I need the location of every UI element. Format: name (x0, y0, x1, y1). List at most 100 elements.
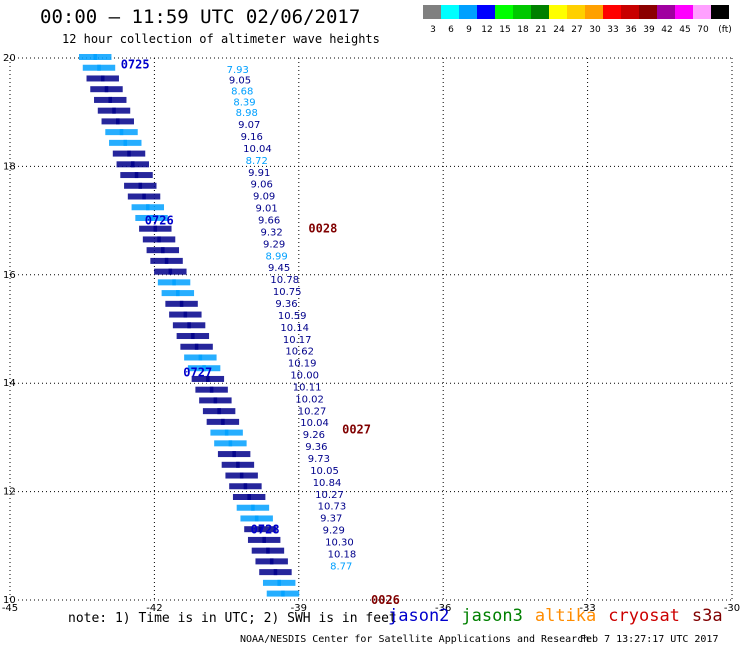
wave-height-reading: 9.91 (248, 168, 270, 179)
wave-height-reading: 9.66 (258, 216, 280, 227)
track-mark (239, 472, 258, 479)
track-mark (161, 247, 180, 254)
track-mark (247, 536, 266, 543)
scale-units: (ft) (718, 25, 732, 35)
satellite-legend-s3a: s3a (691, 606, 723, 626)
track-mark (112, 107, 131, 114)
track-mark (90, 86, 109, 93)
wave-height-reading: 8.99 (265, 251, 287, 262)
track-mark (157, 279, 176, 286)
jason2-swath-a (79, 54, 285, 597)
longitude-tick-label: -33 (579, 603, 595, 614)
scale-swatch (621, 5, 639, 19)
longitude-tick-label: -36 (435, 603, 451, 614)
wave-height-reading: 10.02 (295, 394, 324, 405)
wave-height-reading: 9.01 (256, 204, 278, 215)
map-frame (10, 58, 732, 600)
latitude-tick-label: 14 (3, 378, 16, 389)
scale-label: 36 (625, 25, 637, 35)
track-mark (108, 96, 127, 103)
track-mark (109, 139, 128, 146)
track-mark (224, 429, 243, 436)
wave-height-reading: 10.17 (283, 335, 312, 346)
satellite-legend-jason3: jason3 (461, 606, 523, 626)
track-mark (221, 418, 240, 425)
track-mark (131, 204, 150, 211)
track-mark (97, 107, 116, 114)
wave-height-reading: 10.59 (278, 311, 307, 322)
track-mark (225, 472, 244, 479)
wave-height-color-scale: 3 6 9 12 15 18 21 24 27 30 33 36 39 42 45 70 (ft) (423, 5, 732, 35)
wave-height-reading: 8.68 (231, 87, 253, 98)
scale-label: 42 (661, 25, 672, 35)
track-mark (221, 461, 240, 468)
track-mark (187, 365, 206, 372)
track-mark (127, 150, 146, 157)
track-mark (183, 311, 202, 318)
pass-time-label: 0026 (371, 593, 400, 607)
track-mark (269, 558, 288, 565)
wave-height-reading: 10.04 (243, 144, 272, 155)
wave-height-reading: 9.45 (268, 263, 290, 274)
wave-height-reading: 10.00 (290, 371, 319, 382)
scale-label: 45 (679, 25, 690, 35)
track-mark (119, 129, 138, 136)
track-mark (258, 526, 277, 533)
track-mark (232, 451, 251, 458)
track-mark (150, 257, 169, 264)
satellite-legend-altika: altika (534, 606, 597, 626)
track-mark (255, 558, 274, 565)
scale-swatch (693, 5, 711, 19)
wave-height-reading: 9.16 (241, 132, 263, 143)
track-mark (116, 161, 135, 168)
page-title: 00:00 – 11:59 UTC 02/06/2017 (40, 6, 361, 28)
track-mark (130, 161, 149, 168)
wave-height-reading: 8.39 (233, 97, 255, 108)
track-mark (198, 354, 217, 361)
wave-height-reading: 9.29 (323, 526, 345, 537)
track-mark (79, 54, 98, 60)
track-mark (176, 290, 195, 297)
scale-label: 6 (448, 25, 454, 35)
track-mark (153, 225, 172, 232)
track-mark (161, 290, 180, 297)
pass-time-label: 0725 (121, 58, 150, 72)
scale-label: 15 (499, 25, 510, 35)
wave-height-reading: 10.84 (313, 478, 342, 489)
track-mark (213, 397, 232, 404)
wave-height-reading: 10.27 (298, 406, 327, 417)
track-mark (146, 247, 165, 254)
track-mark (229, 483, 248, 490)
track-mark (172, 279, 191, 286)
track-mark (120, 172, 139, 179)
track-mark (105, 129, 124, 136)
scale-swatch (477, 5, 495, 19)
track-mark (157, 236, 176, 243)
track-mark (251, 504, 270, 511)
track-mark (169, 311, 188, 318)
track-mark (244, 526, 263, 533)
track-mark (202, 365, 221, 372)
track-mark (104, 86, 123, 93)
scale-swatch (639, 5, 657, 19)
latitude-tick-label: 20 (3, 53, 16, 64)
wave-height-reading: 9.37 (320, 514, 342, 525)
wave-height-reading: 9.05 (229, 76, 251, 87)
satellite-legend: jason2 jason3 altika cryosat s3a (388, 606, 735, 626)
scale-swatch (549, 5, 567, 19)
scale-label: 9 (466, 25, 472, 35)
track-mark (123, 139, 142, 146)
generation-timestamp: Feb 7 13:27:17 UTC 2017 (580, 634, 719, 645)
scale-swatch (567, 5, 585, 19)
track-mark (228, 440, 247, 447)
track-mark (266, 590, 285, 597)
scale-swatch (711, 5, 729, 19)
latitude-tick-label: 12 (3, 487, 16, 498)
track-mark (172, 322, 191, 329)
track-mark (195, 386, 214, 393)
wave-height-reading: 9.73 (308, 454, 330, 465)
track-mark (100, 75, 119, 82)
wave-height-reading: 9.29 (263, 239, 285, 250)
wave-height-reading: 9.06 (251, 180, 273, 191)
